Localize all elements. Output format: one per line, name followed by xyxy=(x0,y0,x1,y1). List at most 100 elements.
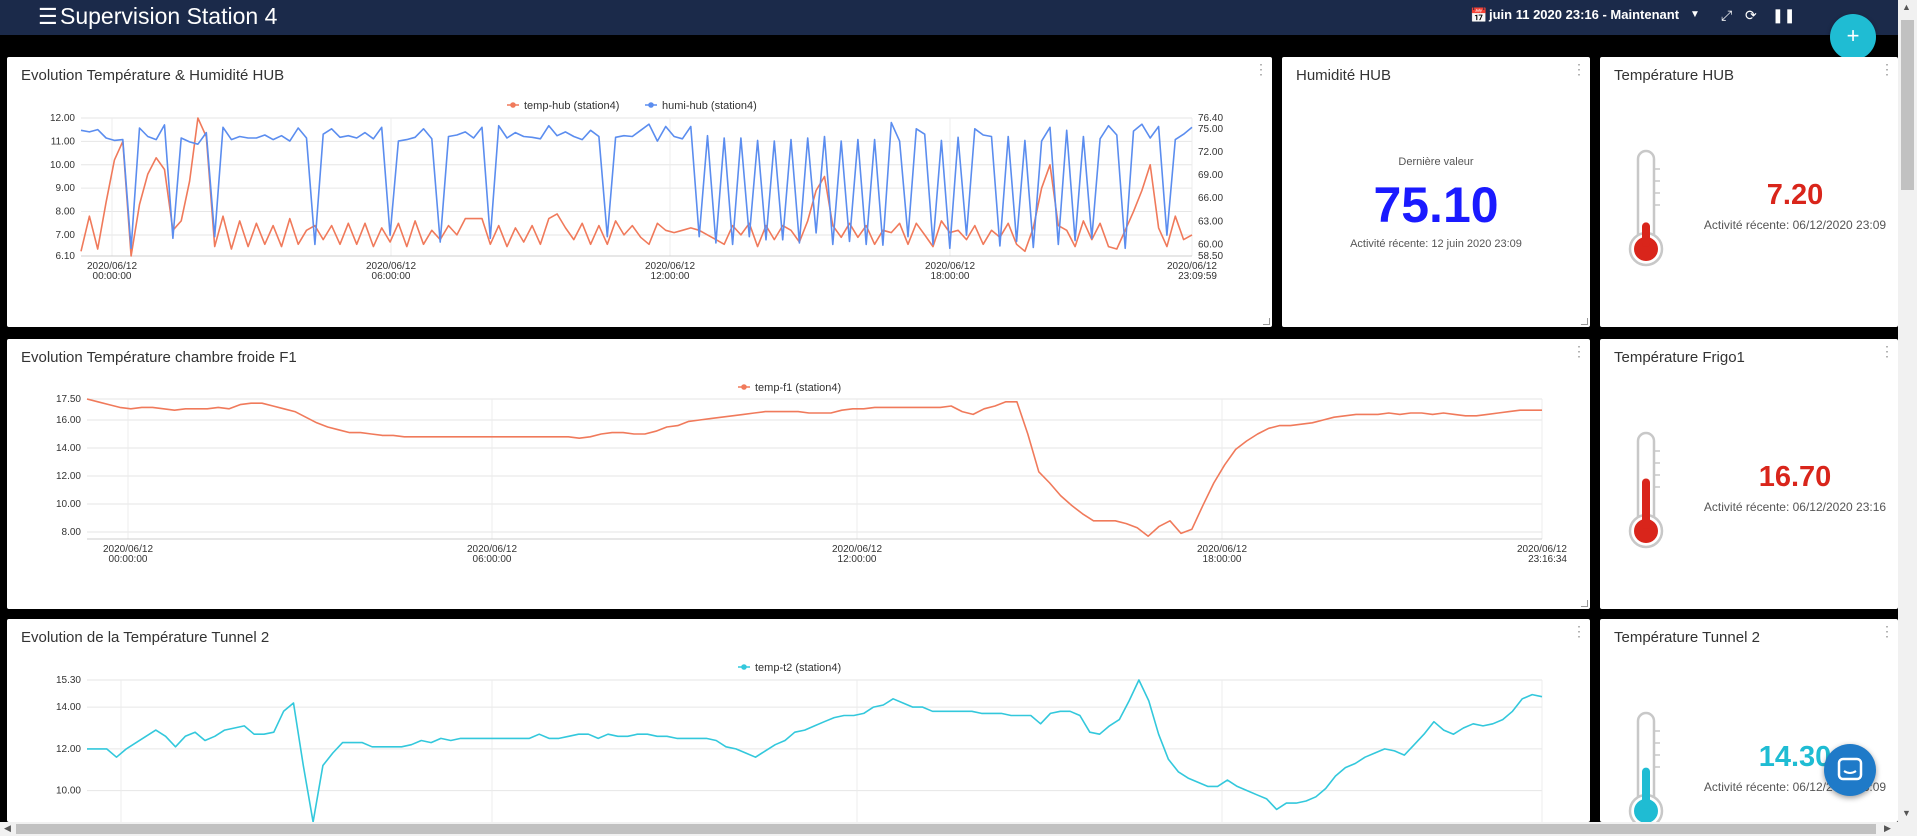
thermo-fill xyxy=(1642,222,1650,247)
series-line xyxy=(86,398,1542,537)
panel-title: Température HUB xyxy=(1614,67,1735,84)
panel-title: Température Tunnel 2 xyxy=(1614,629,1760,646)
y-tick-label: 12.00 xyxy=(50,113,75,124)
vertical-scrollbar[interactable]: ▲ ▼ xyxy=(1898,0,1917,822)
panel-title: Evolution de la Température Tunnel 2 xyxy=(21,629,270,646)
panel-t2-chart: Evolution de la Température Tunnel 2 ⋮ 1… xyxy=(7,619,1590,822)
legend-label: temp-hub (station4) xyxy=(524,100,619,112)
y2-tick-label: 63.00 xyxy=(1198,216,1223,227)
stat-caption: Dernière valeur xyxy=(1398,156,1474,168)
legend-marker xyxy=(648,102,654,108)
legend-label: temp-f1 (station4) xyxy=(755,382,841,394)
x-tick-label: 2020/06/12 xyxy=(1197,544,1247,555)
panel-menu-icon[interactable]: ⋮ xyxy=(1880,623,1894,639)
top-bar: ☰ Supervision Station 4 📅 juin 11 2020 2… xyxy=(0,0,1917,35)
menu-icon[interactable]: ☰ xyxy=(38,4,58,29)
resize-handle[interactable] xyxy=(1581,318,1588,325)
x-tick-label: 2020/06/12 xyxy=(87,261,137,272)
columns-icon[interactable]: ❚❚ xyxy=(1772,7,1796,23)
x-tick-label: 2020/06/12 xyxy=(1517,544,1567,555)
series-line xyxy=(80,117,1193,257)
scroll-left-icon[interactable]: ◀ xyxy=(4,823,11,833)
x-tick-label: 2020/06/12 xyxy=(645,261,695,272)
panel-humi-hub: Humidité HUB ⋮ Dernière valeur 75.10 Act… xyxy=(1282,57,1590,327)
series-line xyxy=(87,679,1543,822)
x-tick-label: 06:00:00 xyxy=(473,554,512,565)
y-tick-label: 14.00 xyxy=(56,702,81,713)
x-tick-label: 06:00:00 xyxy=(372,271,411,282)
y-tick-label: 9.00 xyxy=(56,183,76,194)
refresh-icon[interactable]: ⟳ xyxy=(1745,7,1757,23)
x-tick-label: 23:09:59 xyxy=(1178,271,1217,282)
x-tick-label: 12:00:00 xyxy=(838,554,877,565)
panel-menu-icon[interactable]: ⋮ xyxy=(1880,61,1894,77)
x-tick-label: 00:00:00 xyxy=(93,271,132,282)
y-tick-label: 8.00 xyxy=(62,527,82,538)
panel-f1-chart: Evolution Température chambre froide F1 … xyxy=(7,339,1590,609)
y-tick-label: 10.00 xyxy=(50,160,75,171)
y2-tick-label: 72.00 xyxy=(1198,147,1223,158)
y2-tick-label: 69.00 xyxy=(1198,170,1223,181)
legend-marker xyxy=(741,384,747,390)
scroll-thumb[interactable] xyxy=(1901,20,1914,190)
panel-title: Humidité HUB xyxy=(1296,67,1392,84)
add-button[interactable]: + xyxy=(1830,14,1876,60)
scroll-right-icon[interactable]: ▶ xyxy=(1884,823,1891,833)
thermometer-icon xyxy=(1628,149,1664,267)
legend-marker xyxy=(741,664,747,670)
hub-chart: 12.00 11.00 10.00 9.00 8.00 7.00 6.10 76.4075.0… xyxy=(50,100,1223,282)
panel-title: Evolution Température & Humidité HUB xyxy=(21,67,285,84)
stat-value: 14.30 xyxy=(1758,741,1832,773)
stat-value: 16.70 xyxy=(1758,461,1832,493)
fullscreen-icon[interactable]: ⤢ xyxy=(1721,7,1733,23)
y-tick-label: 15.30 xyxy=(56,675,81,686)
scroll-up-icon[interactable]: ▲ xyxy=(1902,2,1911,12)
calendar-icon[interactable]: 📅 xyxy=(1470,7,1488,23)
stat-recent: Activité récente: 06/12/2020 23:16 xyxy=(1703,500,1887,514)
panel-hub-chart: Evolution Température & Humidité HUB ⋮ 1… xyxy=(7,57,1272,327)
resize-handle[interactable] xyxy=(1263,318,1270,325)
chat-icon xyxy=(1837,757,1863,781)
x-tick-label: 2020/06/12 xyxy=(103,544,153,555)
x-tick-label: 2020/06/12 xyxy=(925,261,975,272)
y2-tick-label: 66.00 xyxy=(1198,193,1223,204)
y-tick-label: 7.00 xyxy=(56,230,76,241)
page-title: Supervision Station 4 xyxy=(60,3,278,29)
y-tick-label: 17.50 xyxy=(56,394,81,405)
x-tick-label: 12:00:00 xyxy=(651,271,690,282)
x-tick-label: 00:00:00 xyxy=(109,554,148,565)
f1-chart: 17.5016.0014.0012.0010.008.002020/06/120… xyxy=(56,382,1567,565)
time-range-picker[interactable]: juin 11 2020 23:16 - Maintenant xyxy=(1489,7,1680,22)
stat-recent: Activité récente: 12 juin 2020 23:09 xyxy=(1350,238,1522,250)
y-tick-label: 14.00 xyxy=(56,443,81,454)
chat-button[interactable] xyxy=(1824,744,1876,796)
y-tick-label: 12.00 xyxy=(56,744,81,755)
y-tick-label: 8.00 xyxy=(56,207,76,218)
y-tick-label: 12.00 xyxy=(56,471,81,482)
y-tick-label: 11.00 xyxy=(51,136,76,147)
panel-temp-frigo1: Température Frigo1 ⋮ 16.70 Activité réce… xyxy=(1600,339,1898,609)
scroll-down-icon[interactable]: ▼ xyxy=(1902,808,1911,818)
stat-recent: Activité récente: 06/12/2020 23:09 xyxy=(1703,218,1887,232)
panel-menu-icon[interactable]: ⋮ xyxy=(1880,343,1894,359)
stat-value: 75.10 xyxy=(1373,177,1499,233)
scroll-thumb[interactable] xyxy=(16,824,1876,834)
horizontal-scrollbar[interactable]: ◀ ▶ xyxy=(0,822,1917,836)
x-tick-label: 23:16:34 xyxy=(1528,554,1567,565)
thermo-fill xyxy=(1642,767,1650,809)
thermo-bulb xyxy=(1634,237,1658,261)
resize-handle[interactable] xyxy=(1581,600,1588,607)
thermometer-icon xyxy=(1628,431,1664,549)
y-tick-label: 10.00 xyxy=(56,786,81,797)
panel-menu-icon[interactable]: ⋮ xyxy=(1572,61,1586,77)
panel-temp-hub: Température HUB ⋮ 7.20 Activité récente:… xyxy=(1600,57,1898,327)
legend-label: temp-t2 (station4) xyxy=(755,662,841,674)
stat-value: 7.20 xyxy=(1766,179,1824,211)
chevron-down-icon[interactable]: ▼ xyxy=(1690,9,1700,20)
x-tick-label: 18:00:00 xyxy=(931,271,970,282)
x-tick-label: 2020/06/12 xyxy=(366,261,416,272)
series-line xyxy=(80,121,1193,250)
panel-title: Température Frigo1 xyxy=(1614,349,1745,366)
x-tick-label: 2020/06/12 xyxy=(1167,261,1217,272)
